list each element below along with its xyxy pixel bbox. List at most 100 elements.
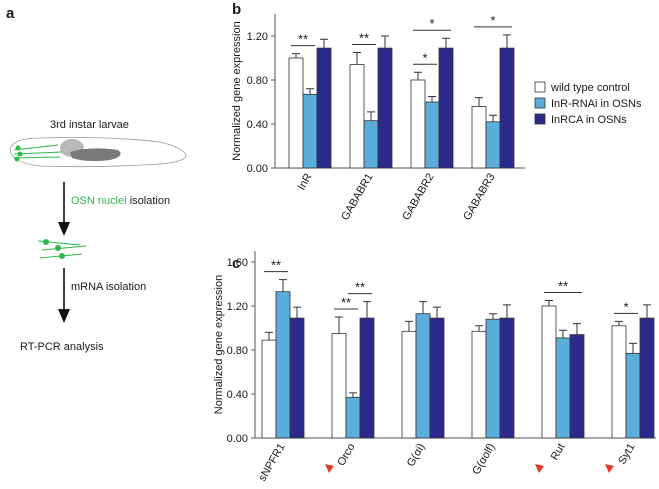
y-tick-label: 0.40 bbox=[227, 389, 248, 401]
bar bbox=[415, 313, 431, 439]
legend-label: InRCA in OSNs bbox=[551, 114, 627, 126]
error-bar bbox=[367, 111, 375, 121]
legend-label: InR-RNAi in OSNs bbox=[551, 98, 642, 110]
bar bbox=[471, 106, 487, 169]
panel-label: b bbox=[232, 1, 241, 18]
x-tick-label: sNPFR1 bbox=[256, 442, 287, 484]
step-label: RT-PCR analysis bbox=[20, 341, 104, 353]
y-axis-title: Normalized gene expression bbox=[231, 21, 243, 160]
error-bar bbox=[433, 306, 441, 319]
arrow-head bbox=[58, 222, 70, 236]
bar bbox=[429, 317, 445, 439]
error-bar bbox=[335, 316, 343, 334]
error-bar bbox=[545, 300, 553, 306]
error-bar bbox=[353, 52, 361, 65]
error-bar bbox=[292, 53, 300, 58]
error-bar bbox=[293, 306, 301, 319]
bar bbox=[541, 305, 557, 439]
error-bar bbox=[629, 342, 637, 354]
significance-label: ** bbox=[355, 280, 365, 295]
error-bar bbox=[475, 325, 483, 332]
legend-swatch bbox=[534, 97, 546, 109]
significance-label: * bbox=[490, 13, 495, 28]
bar bbox=[316, 47, 332, 169]
y-tick-label: 0.00 bbox=[247, 163, 268, 175]
bar bbox=[377, 47, 393, 169]
larva-label: 3rd instar larvae bbox=[50, 119, 129, 131]
highlight-marker bbox=[535, 464, 544, 473]
x-tick-label: Syt1 bbox=[616, 442, 637, 467]
error-bar bbox=[381, 35, 389, 49]
bar bbox=[275, 291, 291, 439]
x-tick-label: GABABR2 bbox=[400, 172, 436, 223]
bar bbox=[363, 120, 379, 169]
error-bar bbox=[363, 301, 371, 319]
step-label: mRNA isolation bbox=[71, 281, 146, 293]
bar bbox=[499, 47, 515, 169]
y-tick-label: 0.80 bbox=[247, 75, 268, 87]
error-bar bbox=[320, 38, 328, 49]
error-bar bbox=[442, 37, 450, 49]
y-tick-label: 1.20 bbox=[247, 31, 268, 43]
legend-swatch bbox=[534, 113, 546, 125]
bar bbox=[302, 93, 318, 169]
y-tick-label: 0.80 bbox=[227, 345, 248, 357]
significance-label: ** bbox=[341, 295, 351, 310]
error-bar bbox=[503, 34, 511, 49]
x-tick-label: G(αi) bbox=[405, 442, 428, 469]
error-bar bbox=[643, 304, 651, 319]
bar bbox=[611, 325, 627, 439]
arrow-head bbox=[58, 309, 70, 323]
y-tick-label: 1.20 bbox=[227, 301, 248, 313]
highlight-marker bbox=[605, 464, 614, 473]
bar bbox=[410, 79, 426, 169]
bar bbox=[349, 64, 365, 169]
bar bbox=[499, 317, 515, 439]
x-tick-label: GABABR1 bbox=[339, 172, 375, 223]
x-tick-label: Rut bbox=[549, 442, 568, 463]
error-bar bbox=[265, 331, 273, 341]
y-tick-label: 0.40 bbox=[247, 119, 268, 131]
legend-label: wild type control bbox=[550, 82, 630, 94]
bar bbox=[345, 396, 361, 439]
bar bbox=[261, 339, 277, 439]
significance-label: ** bbox=[298, 32, 308, 47]
error-bar bbox=[503, 304, 511, 319]
x-tick-label: GABABR3 bbox=[461, 172, 497, 223]
bar bbox=[359, 317, 375, 439]
step-highlight: OSN nuclei bbox=[71, 195, 127, 207]
bar bbox=[485, 318, 501, 439]
error-bar bbox=[573, 323, 581, 335]
error-bar bbox=[489, 114, 497, 122]
nuclei-drawing bbox=[37, 239, 87, 259]
bar bbox=[639, 317, 655, 439]
x-tick-label: InR bbox=[296, 171, 315, 192]
error-bar bbox=[559, 329, 567, 338]
y-tick-label: 0.00 bbox=[227, 433, 248, 445]
bar bbox=[438, 47, 454, 169]
bar bbox=[555, 337, 571, 439]
error-bar bbox=[349, 392, 357, 398]
bar bbox=[569, 334, 585, 439]
significance-label: ** bbox=[271, 258, 281, 273]
bar bbox=[424, 101, 440, 169]
bar bbox=[288, 57, 304, 169]
panel-label: a bbox=[6, 5, 15, 22]
step-text: isolation bbox=[127, 195, 170, 207]
significance-label: ** bbox=[558, 279, 568, 294]
error-bar bbox=[419, 301, 427, 314]
panel-label: c bbox=[232, 255, 240, 272]
step-label: OSN nuclei isolation bbox=[71, 195, 170, 207]
error-bar bbox=[279, 279, 287, 292]
significance-label: * bbox=[429, 16, 434, 31]
bar bbox=[485, 121, 501, 169]
significance-label: ** bbox=[359, 31, 369, 46]
bar bbox=[471, 330, 487, 439]
bar bbox=[289, 317, 305, 439]
y-tick-label: 1.60 bbox=[227, 257, 248, 269]
error-bar bbox=[414, 71, 422, 80]
larva-drawing bbox=[9, 137, 187, 168]
bar bbox=[331, 333, 347, 439]
error-bar bbox=[489, 313, 497, 320]
